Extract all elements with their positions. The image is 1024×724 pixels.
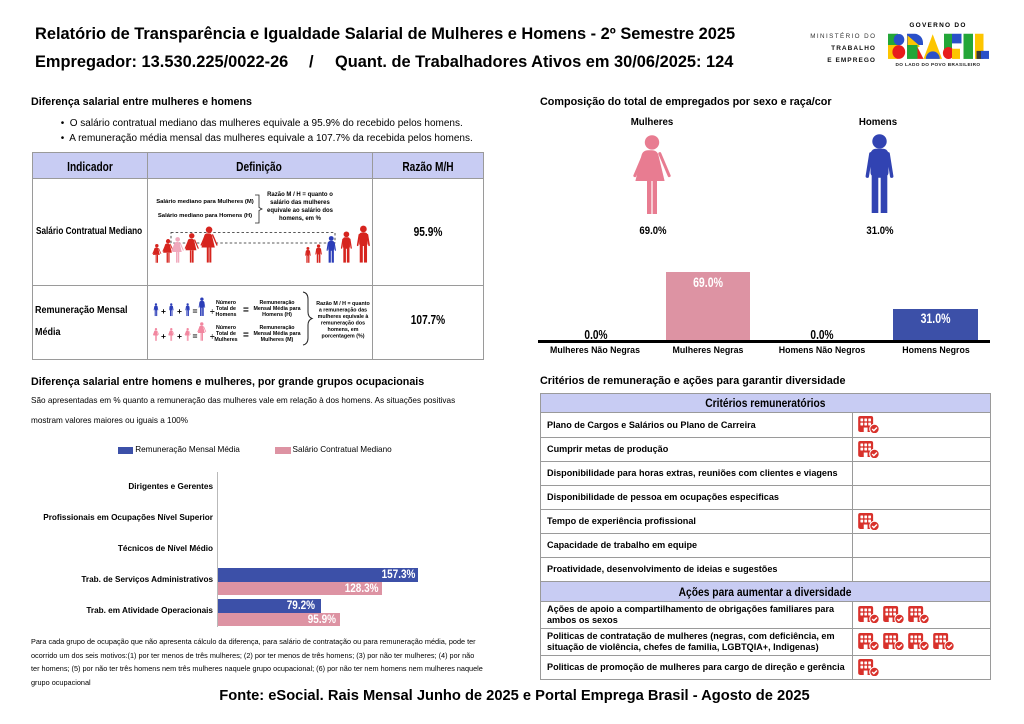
svg-text:Homens (H): Homens (H)	[262, 312, 292, 318]
svg-text:Mensal Média para: Mensal Média para	[253, 331, 300, 337]
svg-text:a remuneração das: a remuneração das	[319, 308, 367, 314]
svg-text:Número: Número	[216, 325, 237, 331]
svg-text:Mensal Média para: Mensal Média para	[253, 306, 300, 312]
svg-text:porcentagem (%): porcentagem (%)	[322, 334, 365, 340]
svg-text:Salário mediano para Mulheres: Salário mediano para Mulheres (M)	[156, 199, 254, 205]
svg-text:+: +	[177, 306, 182, 316]
svg-text:÷: ÷	[210, 306, 215, 316]
svg-text:Total de: Total de	[216, 331, 236, 337]
svg-text:salário das mulheres: salário das mulheres	[270, 200, 330, 206]
svg-text:homens, em: homens, em	[328, 327, 359, 333]
svg-text:Homens: Homens	[216, 312, 237, 318]
svg-text:=: =	[243, 330, 249, 341]
svg-text:remuneração dos: remuneração dos	[321, 321, 365, 327]
svg-text:+: +	[177, 331, 182, 341]
svg-text:equivale ao salário dos: equivale ao salário dos	[267, 208, 334, 214]
svg-text:Mulheres (M): Mulheres (M)	[261, 337, 294, 343]
svg-text:mulheres equivale à: mulheres equivale à	[318, 314, 369, 320]
svg-text:homens, em %: homens, em %	[279, 216, 322, 222]
svg-text:+: +	[161, 331, 166, 341]
svg-text:=: =	[193, 306, 198, 316]
svg-text:=: =	[243, 305, 249, 316]
svg-text:Remuneração: Remuneração	[259, 325, 295, 331]
svg-text:=: =	[193, 331, 198, 341]
svg-text:+: +	[161, 306, 166, 316]
svg-text:Mulheres: Mulheres	[214, 337, 237, 343]
svg-text:Salário mediano para Homens (H: Salário mediano para Homens (H)	[158, 213, 252, 219]
svg-text:Total de: Total de	[216, 306, 236, 312]
svg-text:Remuneração: Remuneração	[259, 300, 295, 306]
svg-text:Razão M / H = quanto: Razão M / H = quanto	[316, 301, 370, 307]
svg-text:÷: ÷	[210, 331, 215, 341]
svg-text:Razão M / H = quanto o: Razão M / H = quanto o	[267, 192, 333, 198]
svg-text:Número: Número	[216, 300, 237, 306]
